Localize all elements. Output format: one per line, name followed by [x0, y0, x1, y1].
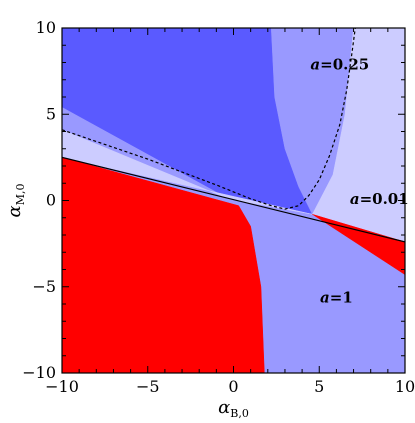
y-tick-label: 0 [46, 191, 56, 210]
y-axis-title-main: α [4, 205, 25, 217]
x-tick-label: 5 [314, 377, 324, 396]
y-axis-title: αM,0 [4, 184, 27, 218]
region-red-wedge [312, 214, 405, 275]
region-label-variable: a [350, 190, 360, 208]
region-label-a-0-25: a=0.25 [310, 55, 369, 73]
region-label-variable: a [320, 288, 330, 306]
region-label-value: =0.25 [320, 55, 369, 73]
region-label-value: =1 [330, 288, 353, 306]
chart-regions [62, 28, 405, 373]
region-label-a-0-01: a=0.01 [350, 190, 409, 208]
x-tick-label: −5 [136, 377, 160, 396]
y-tick-label: 10 [36, 18, 56, 37]
y-tick-label: 5 [46, 104, 56, 123]
y-axis-title-subscript: M,0 [14, 184, 27, 206]
x-axis-title-subscript: B,0 [230, 407, 249, 420]
region-label-variable: a [310, 55, 320, 73]
y-tick-label: −5 [32, 277, 56, 296]
x-tick-label: 10 [395, 377, 415, 396]
region-label-value: =0.01 [360, 190, 409, 208]
chart-lines [62, 28, 405, 243]
boundary-line-solid [62, 156, 405, 243]
region-red [62, 157, 265, 373]
chart-tick-labels: −10 −5 0 5 10 −10 −5 0 5 10 [22, 18, 415, 396]
chart-ticks [61, 27, 406, 374]
y-tick-label: −10 [22, 363, 56, 382]
x-axis-title: αB,0 [218, 397, 249, 420]
x-tick-label: 0 [228, 377, 238, 396]
x-tick-label: −10 [45, 377, 79, 396]
chart-annotations: a=0.25a=0.01a=1 [310, 55, 408, 306]
x-axis-title-main: α [218, 397, 230, 418]
region-label-a-1: a=1 [320, 288, 353, 306]
